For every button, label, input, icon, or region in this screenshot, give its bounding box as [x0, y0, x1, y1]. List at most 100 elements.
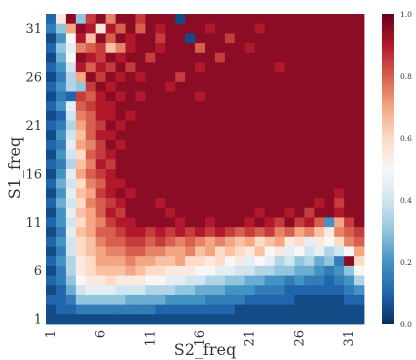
heatmap-cell — [55, 23, 67, 34]
heatmap-cell — [115, 246, 126, 257]
heatmap-cell — [175, 91, 186, 102]
heatmap-cell — [195, 227, 206, 238]
heatmap-cell — [304, 275, 315, 286]
heatmap-cell — [234, 265, 246, 276]
heatmap-cell — [244, 169, 256, 180]
heatmap-cell — [304, 304, 315, 315]
heatmap-cell — [254, 62, 266, 73]
heatmap-cell — [324, 188, 335, 199]
heatmap-cell — [234, 236, 246, 247]
heatmap-cell — [125, 23, 136, 34]
heatmap-cell — [254, 139, 266, 151]
heatmap-cell — [75, 101, 87, 112]
heatmap-cell — [274, 149, 285, 160]
heatmap-cell — [115, 33, 126, 44]
heatmap-cell — [324, 139, 335, 151]
heatmap-cell — [65, 120, 77, 131]
heatmap-cell — [244, 52, 256, 63]
heatmap-cell — [55, 81, 67, 92]
heatmap-cell — [115, 14, 126, 25]
heatmap-cell — [95, 304, 107, 315]
heatmap-cell — [284, 149, 295, 160]
heatmap-cell — [125, 52, 136, 63]
x-tick-labels: 1 6 11 16 21 26 31 — [44, 330, 357, 347]
heatmap-cell — [115, 169, 126, 180]
heatmap-cell — [324, 285, 335, 296]
heatmap-cell — [344, 81, 355, 92]
heatmap-cell — [294, 169, 305, 180]
heatmap-cell — [314, 169, 325, 180]
heatmap-cell — [284, 217, 295, 228]
heatmap-cell — [205, 198, 216, 209]
heatmap-cell — [314, 159, 325, 170]
heatmap-cell — [85, 91, 97, 102]
heatmap-cell — [85, 72, 97, 83]
heatmap-cell — [324, 227, 335, 238]
heatmap-cell — [334, 169, 345, 180]
heatmap-cell — [264, 198, 275, 209]
heatmap-cell — [254, 227, 266, 238]
heatmap-cell — [344, 207, 355, 218]
heatmap-cell — [354, 304, 365, 315]
heatmap-cell — [95, 14, 107, 25]
heatmap-cell — [334, 285, 345, 296]
heatmap-cell — [334, 23, 345, 34]
heatmap-cell — [145, 256, 156, 267]
heatmap-cell — [354, 52, 365, 63]
heatmap-cell — [46, 265, 57, 276]
heatmap-cell — [115, 159, 126, 170]
heatmap-cell — [125, 130, 136, 141]
heatmap-cell — [294, 110, 305, 121]
heatmap-cell — [254, 256, 266, 267]
heatmap-cell — [115, 43, 126, 54]
heatmap-cell — [334, 110, 345, 121]
heatmap-cell — [95, 33, 107, 44]
heatmap-cell — [155, 169, 166, 180]
heatmap-cell — [115, 62, 126, 73]
heatmap-cell — [264, 256, 275, 267]
heatmap-cell — [46, 52, 57, 63]
heatmap-cell — [135, 149, 146, 160]
heatmap-cell — [175, 178, 186, 189]
heatmap-cell — [195, 304, 206, 315]
heatmap-cell — [95, 62, 107, 73]
heatmap-cell — [185, 178, 196, 189]
heatmap-cell — [344, 265, 355, 276]
heatmap-cell — [55, 110, 67, 121]
heatmap-cell — [344, 91, 355, 102]
heatmap-cell — [324, 178, 335, 189]
heatmap-cell — [314, 72, 325, 83]
heatmap-cell — [284, 275, 295, 286]
heatmap-cell — [95, 43, 107, 54]
heatmap-cell — [324, 62, 335, 73]
heatmap-cell — [274, 43, 285, 54]
heatmap-cell — [334, 227, 345, 238]
heatmap-cell — [274, 62, 285, 73]
heatmap-cell — [284, 207, 295, 218]
heatmap-cell — [205, 285, 216, 296]
heatmap-cell — [284, 33, 295, 44]
heatmap-cell — [195, 275, 206, 286]
heatmap-cell — [75, 169, 87, 180]
heatmap-cell — [344, 52, 355, 63]
heatmap-cell — [145, 178, 156, 189]
heatmap-cell — [234, 72, 246, 83]
heatmap-cell — [75, 62, 87, 73]
heatmap-cell — [175, 14, 186, 25]
heatmap-cell — [334, 236, 345, 247]
heatmap-cell — [274, 169, 285, 180]
heatmap-cell — [95, 285, 107, 296]
heatmap-cell — [75, 14, 87, 25]
heatmap-cell — [304, 256, 315, 267]
heatmap-cell — [105, 304, 116, 315]
heatmap-cell — [46, 178, 57, 189]
heatmap-cell — [274, 256, 285, 267]
heatmap-cell — [254, 294, 266, 306]
heatmap-cell — [354, 265, 365, 276]
heatmap-cell — [254, 110, 266, 121]
heatmap-cell — [165, 236, 176, 247]
y-tick-label: 21 — [25, 119, 42, 134]
heatmap-cell — [55, 130, 67, 141]
x-axis-label: S2_freq — [174, 340, 236, 359]
heatmap-cell — [165, 72, 176, 83]
